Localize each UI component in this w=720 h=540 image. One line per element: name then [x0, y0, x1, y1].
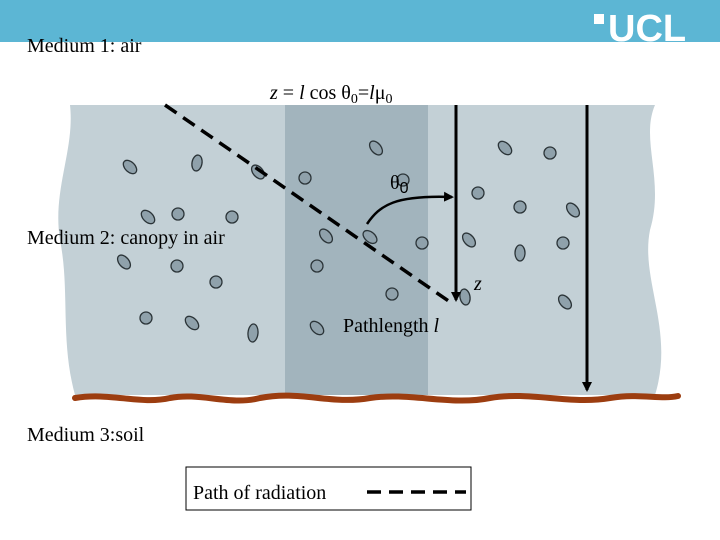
formula-part: μ	[375, 82, 386, 104]
leaf	[116, 254, 132, 270]
leaf	[543, 146, 557, 160]
leaf	[140, 209, 156, 225]
leaf	[514, 244, 526, 262]
leaf	[368, 140, 384, 156]
logo-mark	[594, 14, 604, 24]
medium2-label: Medium 2: canopy in air	[27, 227, 225, 249]
legend-box	[185, 466, 472, 511]
leaf	[385, 287, 399, 301]
formula-part: l	[369, 82, 375, 104]
pathlength-var: l	[434, 315, 440, 337]
pathlength-text: Pathlength	[343, 315, 434, 337]
theta-label: θ0	[390, 172, 409, 197]
leaf	[209, 275, 223, 289]
theta-symbol: θ	[390, 172, 400, 194]
leaf	[565, 202, 581, 218]
formula-part: 0	[351, 92, 358, 107]
leaf	[497, 140, 513, 156]
leaf	[318, 228, 334, 244]
formula-part: cos θ	[305, 82, 351, 104]
formula-part: =	[358, 82, 369, 104]
leaf	[225, 210, 239, 224]
formula: z = l cos θ0=lμ0	[269, 82, 392, 107]
leaf	[309, 320, 325, 336]
formula-part: =	[278, 82, 299, 104]
leaf	[298, 171, 312, 185]
leaf	[184, 315, 200, 331]
leaf	[556, 236, 570, 250]
theta-sub: 0	[400, 180, 409, 197]
legend-label: Path of radiation	[193, 482, 326, 504]
leaves	[116, 140, 581, 343]
z-label: z	[473, 273, 482, 295]
leaf	[250, 164, 266, 180]
formula-part: l	[299, 82, 305, 104]
soil-line	[72, 392, 681, 404]
leaf	[247, 323, 259, 343]
leaf	[513, 200, 527, 214]
formula-part: z	[269, 82, 278, 104]
pathlength-label: Pathlength l	[343, 315, 440, 337]
leaf	[362, 229, 378, 245]
medium1-label: Medium 1: air	[27, 35, 142, 57]
leaf	[139, 311, 153, 325]
leaf	[471, 186, 485, 200]
formula-part: 0	[385, 92, 392, 107]
leaf	[191, 154, 203, 172]
leaf	[170, 259, 184, 273]
leaf	[396, 173, 410, 187]
leaf	[461, 232, 477, 248]
leaf	[415, 236, 429, 250]
radiation-path	[164, 103, 451, 304]
leaf	[310, 259, 324, 273]
angle-arc	[365, 191, 454, 225]
leaf	[557, 294, 573, 310]
canopy-column	[285, 105, 428, 395]
logo: UCL	[608, 8, 686, 50]
leaf	[122, 159, 138, 175]
leaf	[171, 207, 185, 221]
medium3-label: Medium 3:soil	[27, 424, 145, 446]
